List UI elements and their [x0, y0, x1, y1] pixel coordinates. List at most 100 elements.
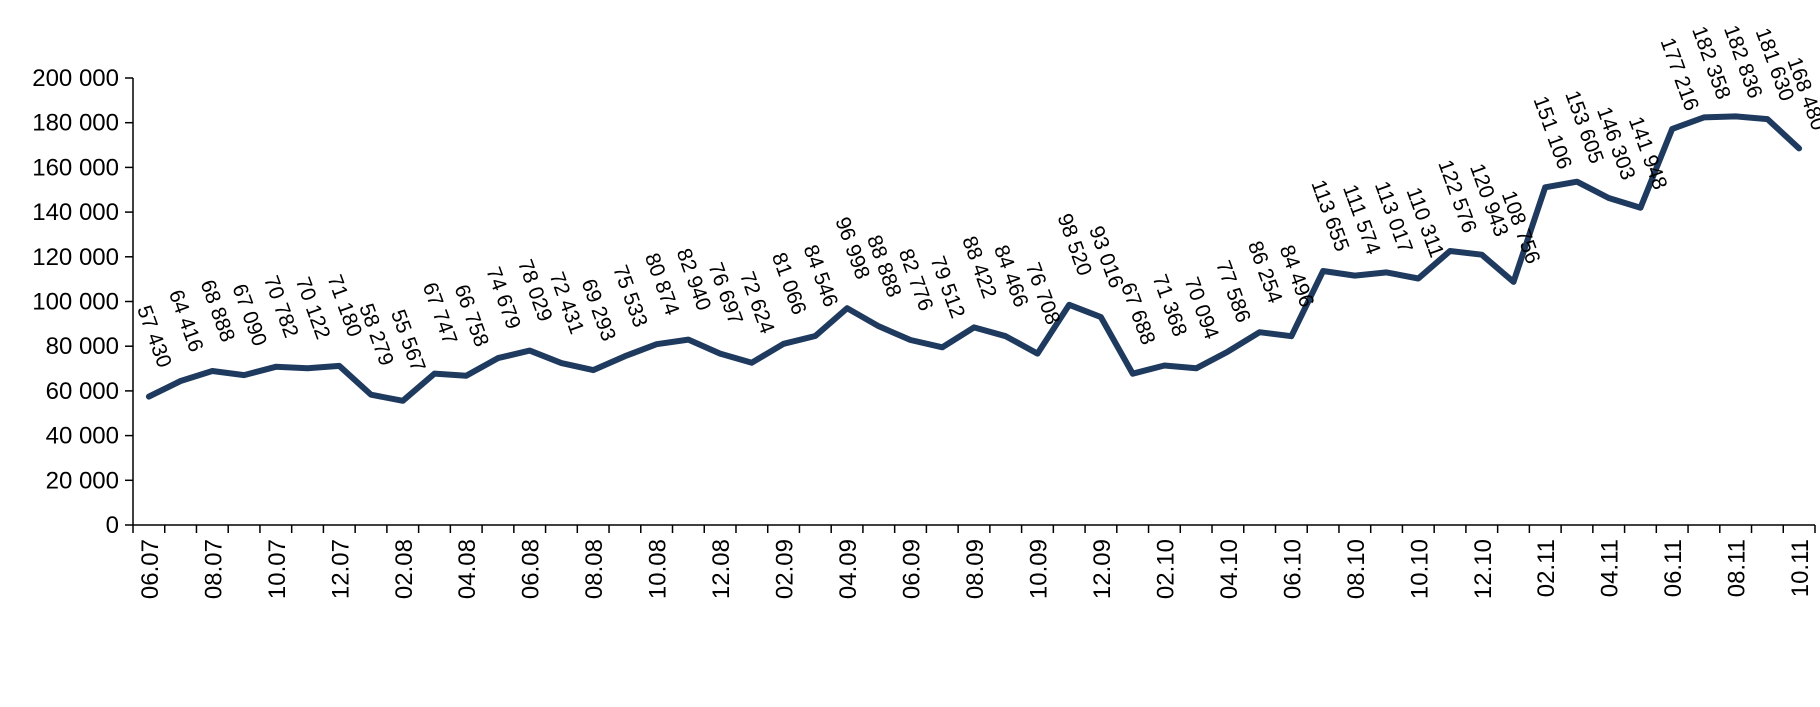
data-point [1164, 365, 1165, 366]
x-tick-label: 12.08 [708, 539, 735, 599]
data-point [656, 344, 657, 345]
data-label: 79 512 [926, 253, 970, 321]
x-tick-label: 10.08 [645, 539, 672, 599]
data-point [371, 394, 372, 395]
x-tick-label: 02.09 [772, 539, 799, 599]
data-point [1291, 336, 1292, 337]
x-tick-label: 12.10 [1470, 539, 1497, 599]
data-point [1799, 148, 1800, 149]
data-point [942, 347, 943, 348]
data-point [466, 375, 467, 376]
data-point [1005, 336, 1006, 337]
x-tick-label: 04.10 [1216, 539, 1243, 599]
x-tick-label: 04.11 [1597, 539, 1624, 597]
y-tick-label: 200 000 [32, 65, 119, 92]
data-point [1640, 207, 1641, 208]
x-tick-label: 06.08 [518, 539, 545, 599]
data-point [434, 373, 435, 374]
data-label: 55 567 [386, 307, 430, 375]
data-point [624, 356, 625, 357]
x-tick-label: 10.10 [1406, 539, 1433, 599]
x-tick-label: 02.10 [1152, 539, 1179, 599]
data-point [1100, 317, 1101, 318]
x-tick-label: 08.10 [1343, 539, 1370, 599]
x-tick-label: 08.07 [200, 539, 227, 599]
data-point [974, 327, 975, 328]
data-point [1227, 351, 1228, 352]
data-point [1703, 117, 1704, 118]
data-label: 77 586 [1211, 257, 1255, 325]
data-label: 57 430 [132, 302, 176, 370]
data-point [1577, 181, 1578, 182]
y-tick-label: 180 000 [32, 110, 119, 137]
data-point [275, 366, 276, 367]
data-point [783, 343, 784, 344]
x-tick-label: 12.09 [1089, 539, 1116, 599]
data-point [1418, 278, 1419, 279]
y-tick-label: 80 000 [46, 333, 119, 360]
data-point [815, 336, 816, 337]
x-tick-label: 04.08 [454, 539, 481, 599]
x-tick-label: 06.07 [137, 539, 164, 599]
data-point [1354, 275, 1355, 276]
y-tick-label: 40 000 [46, 423, 119, 450]
data-point [402, 400, 403, 401]
y-tick-label: 0 [106, 512, 119, 539]
data-point [1450, 251, 1451, 252]
y-tick-label: 60 000 [46, 378, 119, 405]
y-tick-label: 100 000 [32, 289, 119, 316]
data-point [751, 362, 752, 363]
data-point [1545, 187, 1546, 188]
x-tick-label: 06.09 [899, 539, 926, 599]
data-point [561, 363, 562, 364]
x-tick-label: 12.07 [327, 539, 354, 599]
data-point [180, 381, 181, 382]
data-point [688, 339, 689, 340]
data-point [1608, 198, 1609, 199]
x-tick-label: 06.11 [1660, 539, 1687, 597]
data-point [910, 340, 911, 341]
data-point [1132, 373, 1133, 374]
data-point [878, 326, 879, 327]
data-point [307, 368, 308, 369]
x-tick-label: 02.11 [1533, 539, 1560, 597]
data-point [1767, 119, 1768, 120]
data-point [1672, 128, 1673, 129]
data-point [244, 375, 245, 376]
data-point [1481, 254, 1482, 255]
data-point [847, 308, 848, 309]
y-tick-label: 140 000 [32, 199, 119, 226]
x-tick-label: 02.08 [391, 539, 418, 599]
data-point [1196, 368, 1197, 369]
x-tick-label: 08.11 [1724, 539, 1751, 597]
data-point [593, 370, 594, 371]
data-label: 69 293 [577, 276, 621, 344]
x-tick-label: 08.08 [581, 539, 608, 599]
data-point [1735, 116, 1736, 117]
x-tick-label: 06.10 [1279, 539, 1306, 599]
x-tick-label: 10.11 [1787, 539, 1814, 597]
data-point [529, 350, 530, 351]
data-point [1386, 272, 1387, 273]
x-tick-label: 08.09 [962, 539, 989, 599]
data-point [1513, 281, 1514, 282]
data-point [1069, 304, 1070, 305]
data-point [1323, 271, 1324, 272]
data-point [1037, 353, 1038, 354]
x-tick-label: 04.09 [835, 539, 862, 599]
data-label: 88 422 [957, 233, 1001, 301]
data-point [148, 396, 149, 397]
data-point [212, 371, 213, 372]
data-point [498, 358, 499, 359]
y-tick-label: 160 000 [32, 154, 119, 181]
x-tick-label: 10.09 [1025, 539, 1052, 599]
data-point [1259, 332, 1260, 333]
data-point [720, 353, 721, 354]
y-tick-label: 20 000 [46, 467, 119, 494]
x-tick-label: 10.07 [264, 539, 291, 599]
data-point [339, 365, 340, 366]
data-label: 58 279 [354, 301, 398, 369]
y-tick-label: 120 000 [32, 244, 119, 271]
